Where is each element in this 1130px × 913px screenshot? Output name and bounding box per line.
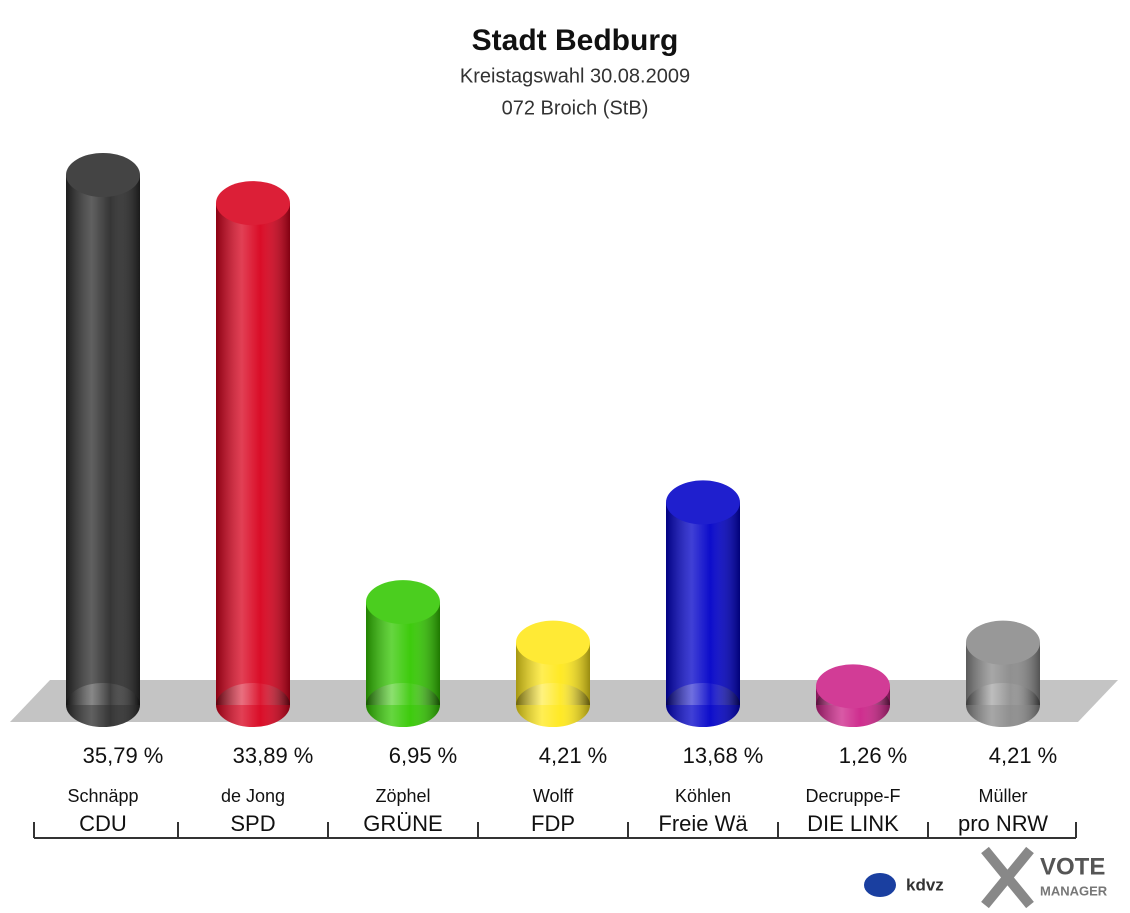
x-tick-label: GRÜNE (363, 811, 442, 836)
logo: kdvz VOTE MANAGER (864, 846, 1108, 909)
bar-top (216, 181, 290, 226)
x-tick-label: pro NRW (958, 811, 1048, 836)
candidate-label: Schnäpp (67, 786, 138, 806)
value-label: 4,21 % (539, 743, 608, 768)
candidate-label: Zöphel (375, 786, 430, 806)
x-tick-label: Freie Wä (658, 811, 748, 836)
value-label: 6,95 % (389, 743, 458, 768)
bar-shade (666, 502, 740, 705)
value-label: 13,68 % (683, 743, 764, 768)
bar-top (966, 620, 1040, 665)
chart-title: Stadt Bedburg (472, 24, 679, 57)
chart-subtitle: 072 Broich (StB) (502, 97, 649, 119)
bar-top-shade (966, 620, 1040, 665)
logo-text: kdvz (906, 875, 944, 894)
bar-top-shade (516, 620, 590, 665)
candidate-label: Köhlen (675, 786, 731, 806)
value-label: 35,79 % (83, 743, 164, 768)
x-tick-label: FDP (531, 811, 575, 836)
bar-top (666, 480, 740, 525)
x-tick-label: DIE LINK (807, 811, 899, 836)
bar-top-shade (816, 664, 890, 709)
bar-top-shade (216, 181, 290, 226)
candidate-label: Decruppe-F (805, 786, 900, 806)
bar-top-shade (66, 153, 140, 197)
bar-shade (216, 203, 290, 705)
logo-cross (981, 846, 1034, 909)
bar-top (516, 620, 590, 665)
bar-top-shade (366, 580, 440, 625)
candidate-label: Wolff (533, 786, 574, 806)
value-label: 4,21 % (989, 743, 1058, 768)
bar-top (816, 664, 890, 709)
bar-shade (66, 175, 140, 705)
x-tick-label: CDU (79, 811, 127, 836)
candidate-label: de Jong (221, 786, 285, 806)
logo-globe (864, 873, 896, 897)
chart-subtitle: Kreistagswahl 30.08.2009 (460, 65, 690, 87)
x-tick-label: SPD (230, 811, 275, 836)
value-label: 33,89 % (233, 743, 314, 768)
logo-text: MANAGER (1040, 883, 1108, 898)
bar-top (66, 153, 140, 197)
logo-text: VOTE (1040, 853, 1105, 880)
bar-top (366, 580, 440, 625)
value-label: 1,26 % (839, 743, 908, 768)
bar-top-shade (666, 480, 740, 525)
candidate-label: Müller (978, 786, 1027, 806)
